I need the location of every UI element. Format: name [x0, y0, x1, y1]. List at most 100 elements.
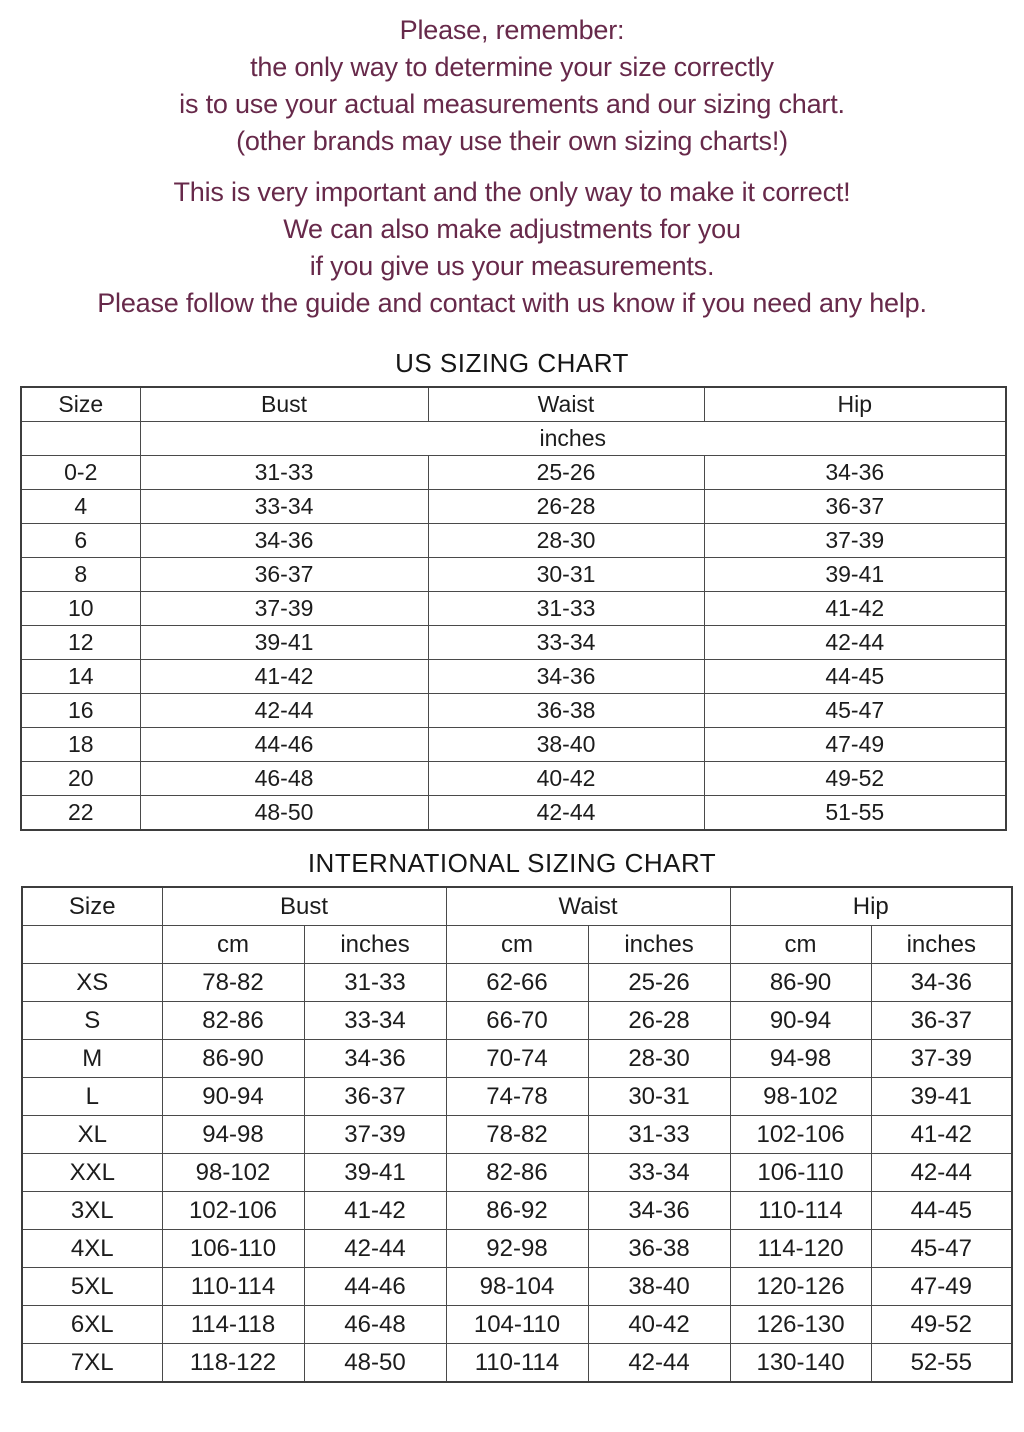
measurement-cell: 33-34 [427, 625, 705, 660]
us-unit-row: inches [20, 421, 1007, 456]
measurement-cell: 114-120 [729, 1229, 872, 1268]
measurement-cell: 34-36 [587, 1191, 731, 1230]
measurement-cell: 104-110 [445, 1305, 589, 1344]
measurement-cell: 48-50 [139, 795, 429, 831]
measurement-cell: 48-50 [303, 1343, 447, 1383]
size-cell: 6XL [21, 1305, 163, 1344]
table-row: 6XL 114-118 46-48 104-110 40-42 126-130 49-52 [21, 1305, 1013, 1344]
measurement-cell: 28-30 [587, 1039, 731, 1078]
size-cell: 22 [20, 795, 141, 831]
measurement-cell: 36-37 [703, 489, 1007, 524]
size-cell: 6 [20, 523, 141, 558]
measurement-cell: 31-33 [139, 455, 429, 490]
intro-line: We can also make adjustments for you [283, 214, 741, 244]
table-row: XS 78-82 31-33 62-66 25-26 86-90 34-36 [21, 963, 1013, 1002]
measurement-cell: 110-114 [445, 1343, 589, 1383]
us-chart-title: US SIZING CHART [395, 348, 629, 378]
international-sizing-table: Size Bust Waist Hip cm inches cm inches … [21, 886, 1014, 1383]
measurement-cell: 86-90 [161, 1039, 305, 1078]
measurement-cell: 37-39 [870, 1039, 1013, 1078]
table-row: 0-2 31-33 25-26 34-36 [20, 455, 1007, 490]
measurement-cell: 78-82 [445, 1115, 589, 1154]
intro-paragraph-important: This is very important and the only way … [0, 174, 1024, 322]
size-cell: 20 [20, 761, 141, 796]
unit-label-cm: cm [445, 925, 589, 964]
intl-unit-row: cm inches cm inches cm inches [21, 925, 1013, 964]
size-cell: XS [21, 963, 163, 1002]
measurement-cell: 36-37 [870, 1001, 1013, 1040]
measurement-cell: 31-33 [303, 963, 447, 1002]
table-row: 5XL 110-114 44-46 98-104 38-40 120-126 47-49 [21, 1267, 1013, 1306]
measurement-cell: 42-44 [427, 795, 705, 831]
measurement-cell: 86-90 [729, 963, 872, 1002]
measurement-cell: 90-94 [161, 1077, 305, 1116]
intro-line: This is very important and the only way … [173, 177, 851, 207]
measurement-cell: 34-36 [427, 659, 705, 694]
measurement-cell: 41-42 [303, 1191, 447, 1230]
measurement-cell: 25-26 [587, 963, 731, 1002]
intl-chart-title: INTERNATIONAL SIZING CHART [307, 848, 717, 878]
table-row: L 90-94 36-37 74-78 30-31 98-102 39-41 [21, 1077, 1013, 1116]
us-sizing-table: Size Bust Waist Hip inches 0-2 31-33 25-26… [20, 386, 1007, 831]
measurement-cell: 51-55 [703, 795, 1007, 831]
measurement-cell: 39-41 [139, 625, 429, 660]
unit-label-inches: inches [587, 925, 731, 964]
measurement-cell: 45-47 [703, 693, 1007, 728]
measurement-cell: 26-28 [587, 1001, 731, 1040]
measurement-cell: 52-55 [870, 1343, 1013, 1383]
measurement-cell: 42-44 [870, 1153, 1013, 1192]
measurement-cell: 49-52 [703, 761, 1007, 796]
unit-label-inches: inches [139, 421, 1007, 456]
size-cell: 3XL [21, 1191, 163, 1230]
measurement-cell: 37-39 [303, 1115, 447, 1154]
measurement-cell: 42-44 [303, 1229, 447, 1268]
measurement-cell: 45-47 [870, 1229, 1013, 1268]
measurement-cell: 47-49 [703, 727, 1007, 762]
empty-cell [21, 925, 163, 964]
table-row: 6 34-36 28-30 37-39 [20, 523, 1007, 558]
measurement-cell: 110-114 [161, 1267, 305, 1306]
intro-line: is to use your actual measurements and o… [179, 89, 845, 119]
measurement-cell: 66-70 [445, 1001, 589, 1040]
measurement-cell: 98-102 [729, 1077, 872, 1116]
measurement-cell: 26-28 [427, 489, 705, 524]
table-row: 4 33-34 26-28 36-37 [20, 489, 1007, 524]
table-row: 22 48-50 42-44 51-55 [20, 795, 1007, 831]
table-row: 18 44-46 38-40 47-49 [20, 727, 1007, 762]
column-header-size: Size [20, 386, 141, 422]
size-cell: 4XL [21, 1229, 163, 1268]
size-cell: XL [21, 1115, 163, 1154]
measurement-cell: 40-42 [587, 1305, 731, 1344]
column-header-size: Size [21, 886, 163, 926]
measurement-cell: 36-37 [303, 1077, 447, 1116]
table-row: 20 46-48 40-42 49-52 [20, 761, 1007, 796]
table-row: 10 37-39 31-33 41-42 [20, 591, 1007, 626]
measurement-cell: 33-34 [303, 1001, 447, 1040]
size-cell: 10 [20, 591, 141, 626]
measurement-cell: 98-104 [445, 1267, 589, 1306]
measurement-cell: 44-46 [139, 727, 429, 762]
table-row: XL 94-98 37-39 78-82 31-33 102-106 41-42 [21, 1115, 1013, 1154]
unit-label-inches: inches [303, 925, 447, 964]
table-row: 14 41-42 34-36 44-45 [20, 659, 1007, 694]
table-row: 3XL 102-106 41-42 86-92 34-36 110-114 44-45 [21, 1191, 1013, 1230]
measurement-cell: 42-44 [587, 1343, 731, 1383]
measurement-cell: 118-122 [161, 1343, 305, 1383]
size-cell: M [21, 1039, 163, 1078]
measurement-cell: 82-86 [161, 1001, 305, 1040]
size-cell: 18 [20, 727, 141, 762]
measurement-cell: 38-40 [587, 1267, 731, 1306]
table-row: XXL 98-102 39-41 82-86 33-34 106-110 42-44 [21, 1153, 1013, 1192]
measurement-cell: 34-36 [303, 1039, 447, 1078]
measurement-cell: 130-140 [729, 1343, 872, 1383]
measurement-cell: 39-41 [303, 1153, 447, 1192]
size-cell: L [21, 1077, 163, 1116]
measurement-cell: 33-34 [587, 1153, 731, 1192]
measurement-cell: 37-39 [703, 523, 1007, 558]
measurement-cell: 28-30 [427, 523, 705, 558]
measurement-cell: 94-98 [729, 1039, 872, 1078]
measurement-cell: 31-33 [427, 591, 705, 626]
measurement-cell: 31-33 [587, 1115, 731, 1154]
measurement-cell: 114-118 [161, 1305, 305, 1344]
measurement-cell: 30-31 [427, 557, 705, 592]
